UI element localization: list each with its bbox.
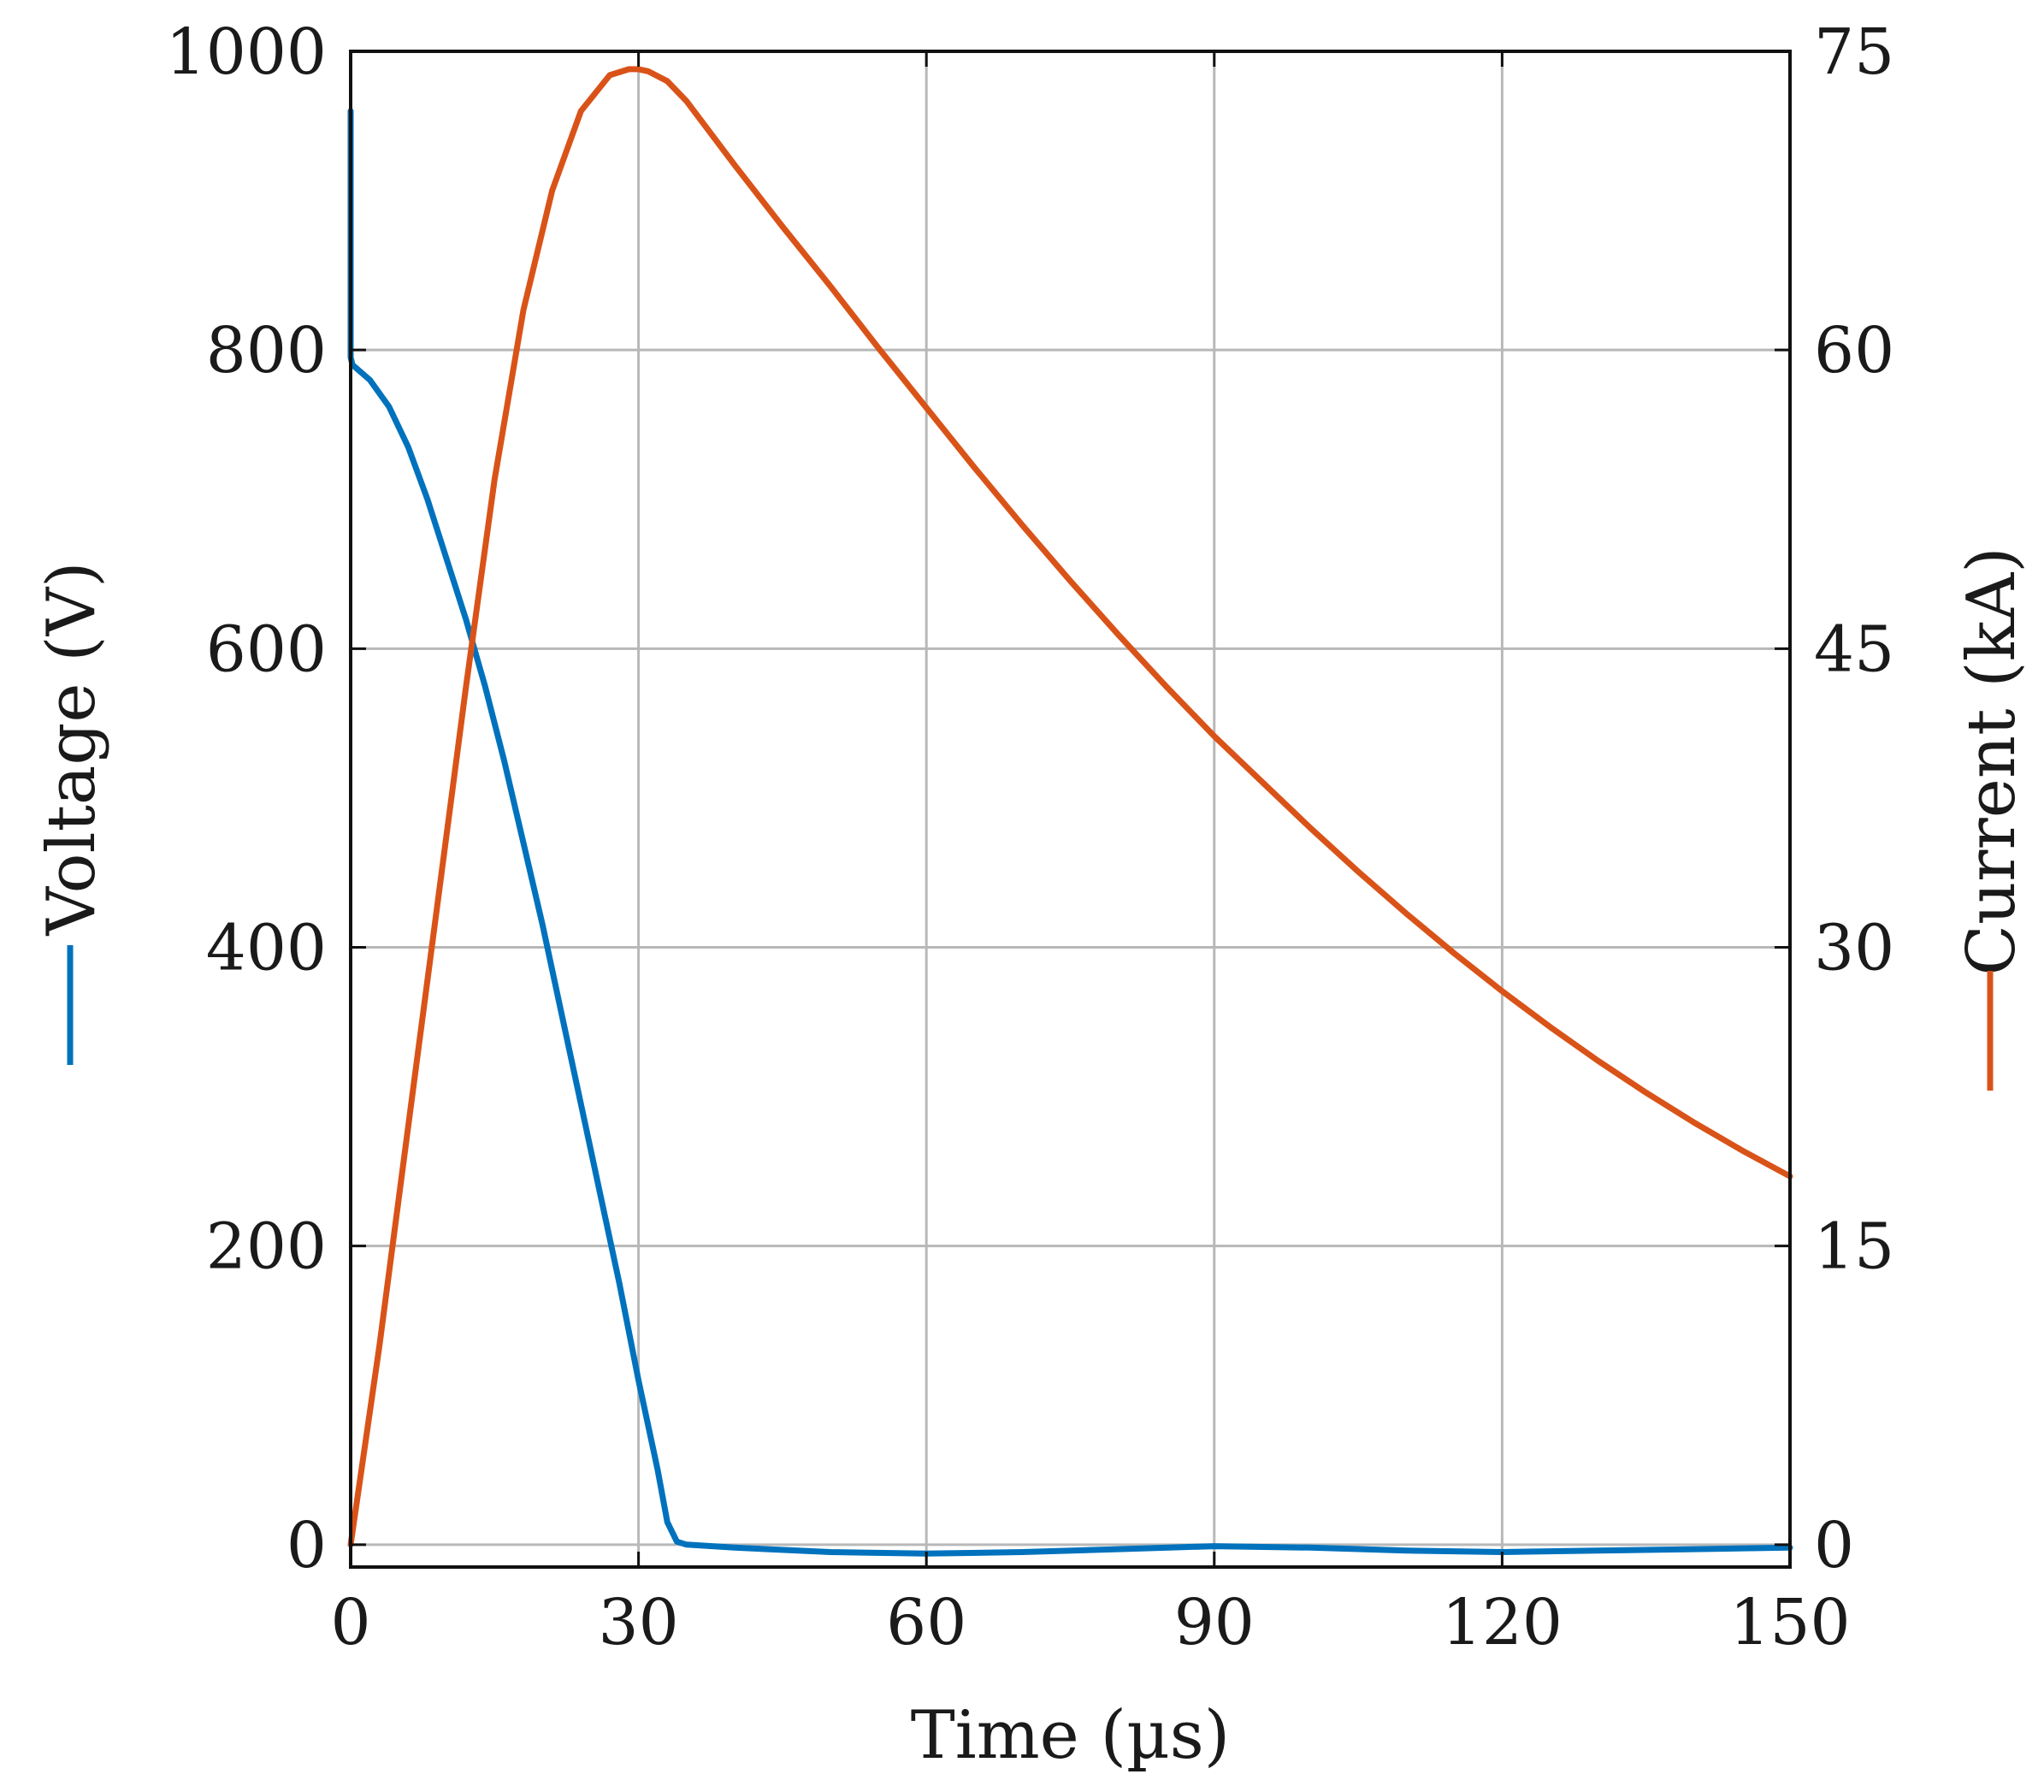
x-axis-title: Time (µs) bbox=[911, 1697, 1230, 1774]
y-left-tick-label: 1000 bbox=[166, 15, 327, 89]
y-right-tick-label: 30 bbox=[1814, 911, 1894, 985]
y-right-tick-label: 45 bbox=[1814, 612, 1894, 686]
x-tick-label: 30 bbox=[599, 1586, 679, 1659]
y-left-tick-label: 600 bbox=[206, 612, 327, 686]
y-right-tick-label: 0 bbox=[1814, 1509, 1854, 1582]
y-right-tick-label: 15 bbox=[1814, 1210, 1894, 1284]
y-left-tick-label: 400 bbox=[206, 911, 327, 985]
y-left-tick-label: 200 bbox=[206, 1210, 327, 1284]
ticks-layer: 0 30 60 90 120 150020040060080010000153045607… bbox=[166, 15, 1895, 1659]
y-left-axis-title: Voltage (V) bbox=[33, 562, 110, 937]
y-right-axis-title: Current (kA) bbox=[1953, 547, 2030, 975]
x-tick-label: 120 bbox=[1442, 1586, 1563, 1659]
labels-layer: Time (µs) Voltage (V) Current (kA) bbox=[33, 547, 2030, 1774]
y-right-tick-label: 60 bbox=[1814, 314, 1894, 387]
grid-layer bbox=[351, 50, 1790, 1567]
x-tick-label: 150 bbox=[1729, 1586, 1850, 1659]
plot-frame bbox=[349, 50, 1792, 1569]
y-left-tick-label: 0 bbox=[287, 1509, 327, 1582]
x-tick-label: 90 bbox=[1174, 1586, 1255, 1659]
x-tick-label: 60 bbox=[886, 1586, 966, 1659]
voltage-series-line bbox=[347, 108, 1793, 1557]
y-right-tick-label: 75 bbox=[1814, 15, 1894, 89]
y-left-tick-label: 800 bbox=[206, 314, 327, 387]
series-layer bbox=[347, 66, 1793, 1557]
current-series-line bbox=[347, 66, 1793, 1548]
x-tick-label: 0 bbox=[330, 1586, 370, 1659]
